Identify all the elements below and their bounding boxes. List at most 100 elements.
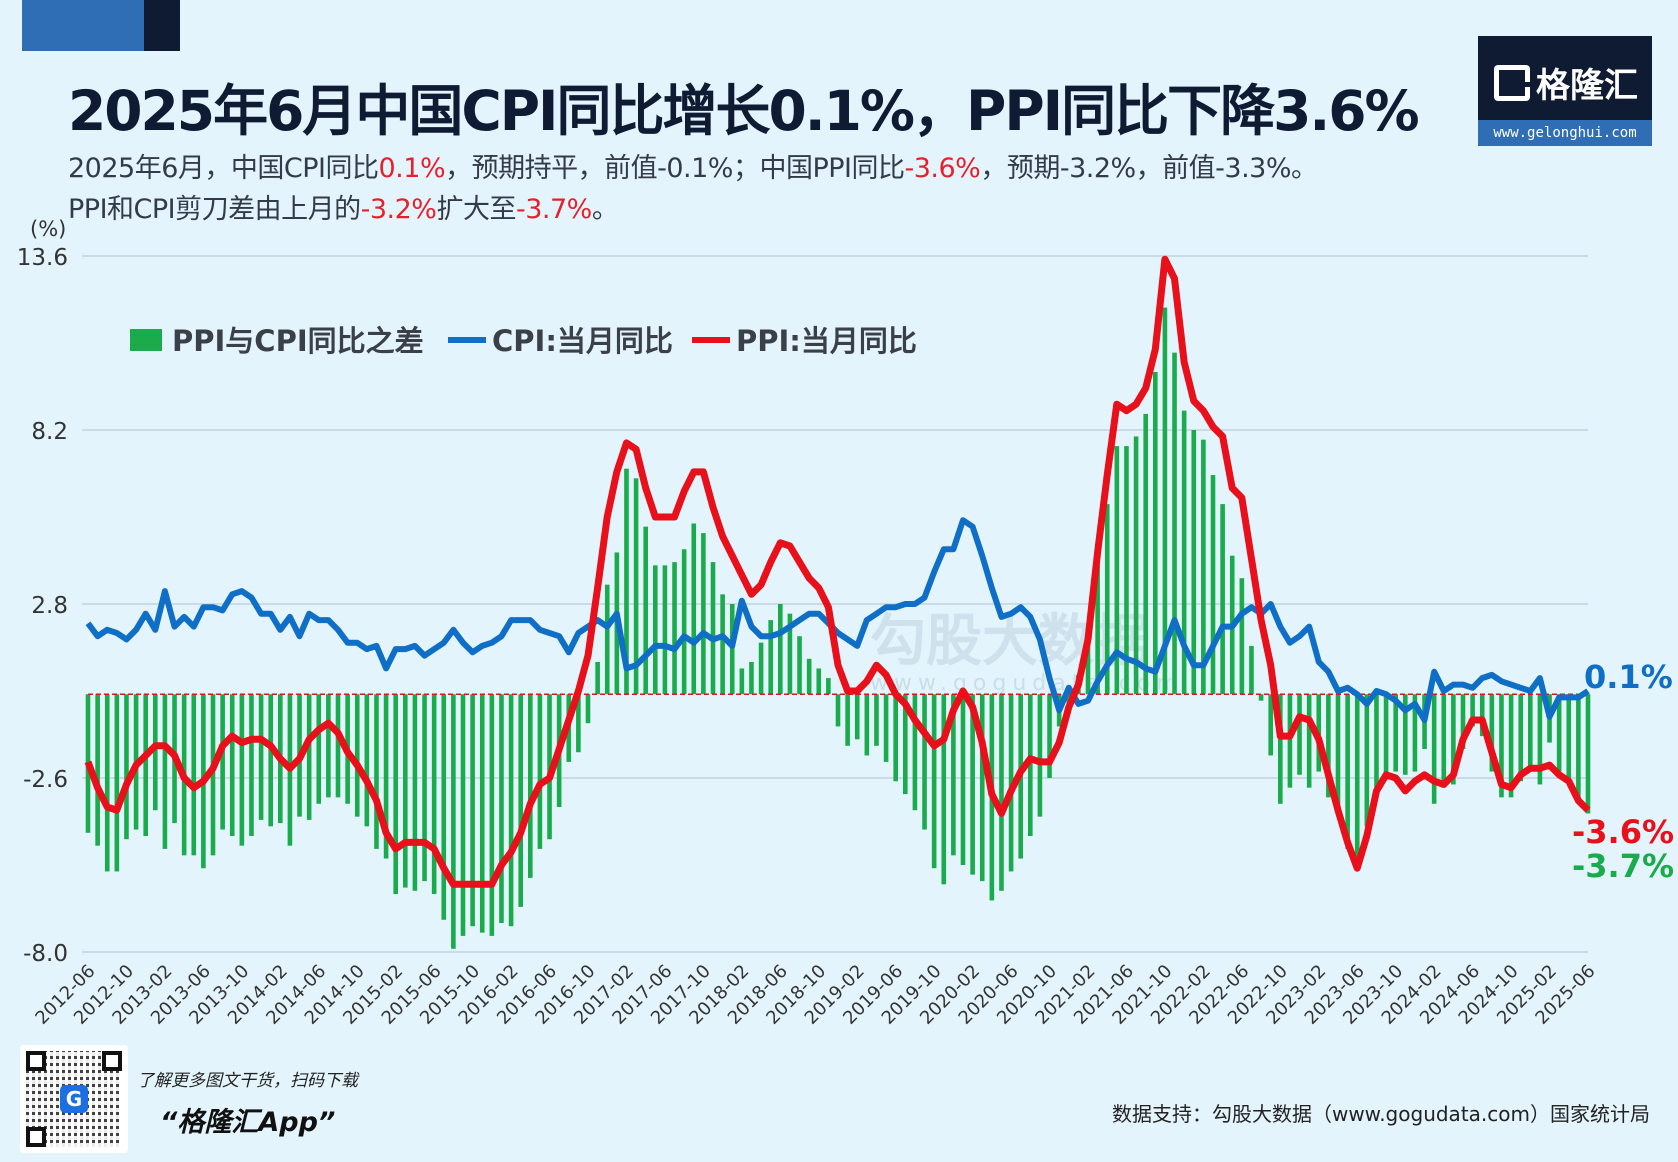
diff-bar: [893, 694, 898, 782]
diff-bar: [1499, 694, 1504, 798]
diff-bar: [643, 526, 648, 695]
diff-bar: [104, 694, 110, 872]
diff-bar: [162, 694, 168, 849]
diff-bar: [258, 694, 264, 820]
diff-bar: [1479, 694, 1485, 737]
diff-bar: [1566, 694, 1572, 778]
diff-bar: [1335, 694, 1341, 814]
diff-bar: [864, 694, 870, 756]
diff-bar: [874, 694, 879, 746]
y-tick-label: 2.8: [31, 593, 68, 619]
qr-code: G: [20, 1045, 128, 1153]
diff-bar: [749, 662, 754, 695]
highlight-value: -3.7%: [515, 194, 592, 225]
diff-bar: [537, 694, 543, 849]
diff-bar: [1528, 694, 1533, 772]
diff-bar: [1268, 694, 1273, 756]
diff-bar: [268, 694, 273, 827]
diff-bar: [826, 678, 831, 695]
data-source: 数据支持：勾股大数据（www.gogudata.com）国家统计局: [1111, 1102, 1650, 1126]
diff-bar: [441, 694, 447, 920]
diff-bar: [547, 694, 552, 840]
diff-bar: [499, 694, 504, 923]
diff-bar: [787, 613, 793, 695]
diff-end-label: -3.7%: [1572, 847, 1674, 885]
diff-bar: [1576, 694, 1581, 798]
diff-bar: [922, 694, 927, 830]
diff-bar: [326, 694, 331, 798]
diff-bar: [1114, 446, 1120, 695]
diff-bar: [1162, 307, 1168, 695]
diff-bar: [883, 694, 889, 762]
diff-bar: [816, 668, 822, 695]
diff-bar: [1306, 694, 1312, 788]
diff-bar: [720, 594, 725, 695]
diff-bar: [1585, 694, 1591, 814]
diff-bar: [1354, 694, 1360, 869]
diff-bar: [1518, 694, 1523, 782]
diff-bar: [1451, 694, 1456, 785]
diff-bar: [422, 694, 427, 882]
g-app-icon: G: [60, 1085, 88, 1113]
diff-bar: [797, 636, 802, 695]
diff-bar: [249, 694, 254, 836]
diff-bar: [403, 694, 408, 888]
diff-bar: [1441, 694, 1447, 788]
diff-bar: [95, 694, 100, 846]
page-title: 2025年6月中国CPI同比增长0.1%，PPI同比下降3.6%: [68, 79, 1420, 143]
diff-bar: [1431, 694, 1437, 804]
diff-bar: [306, 694, 312, 820]
diff-bar: [739, 668, 745, 695]
diff-bar: [1489, 694, 1495, 772]
header-accent-dark: [144, 0, 180, 51]
diff-bar: [354, 694, 360, 817]
diff-bar: [1085, 633, 1091, 695]
subtitle-line-2: PPI和CPI剪刀差由上月的-3.2%扩大至-3.7%。: [68, 187, 619, 226]
diff-bar: [941, 694, 947, 885]
diff-bar: [854, 694, 860, 740]
legend-label: PPI:当月同比: [736, 324, 917, 358]
diff-bar: [951, 694, 956, 856]
diff-bar: [335, 694, 341, 798]
diff-bar: [460, 694, 466, 936]
diff-bar: [778, 604, 783, 695]
g-logo-icon: [1494, 64, 1530, 101]
watermark-text: 勾股大数据: [870, 609, 1150, 674]
diff-bar: [1393, 694, 1398, 772]
diff-bar: [451, 694, 456, 949]
diff-bar: [604, 584, 610, 695]
diff-bar: [1008, 694, 1014, 872]
diff-bar: [1326, 694, 1331, 798]
diff-bar: [239, 694, 245, 846]
diff-bar: [845, 694, 850, 746]
diff-bar: [701, 533, 706, 695]
diff-bar: [383, 694, 389, 859]
diff-bar: [1258, 694, 1264, 701]
diff-bar: [1143, 413, 1148, 695]
logo-brand: 格隆汇: [1536, 66, 1638, 106]
diff-bar: [489, 694, 495, 936]
diff-bar: [528, 694, 533, 878]
diff-bar: [364, 694, 370, 827]
subtitle-text: ，预期持平，前值-0.1%；中国PPI同比: [445, 153, 905, 184]
diff-bar: [1460, 694, 1466, 749]
diff-bar: [1297, 694, 1302, 775]
diff-bar: [1470, 694, 1475, 727]
highlight-value: -3.2%: [360, 194, 437, 225]
diff-bar: [1047, 694, 1052, 778]
diff-bar: [624, 468, 629, 695]
diff-bar: [1249, 645, 1254, 695]
diff-bar: [912, 694, 918, 811]
diff-bar: [1172, 352, 1177, 695]
diff-bar: [672, 562, 677, 695]
diff-bar: [431, 694, 437, 894]
diff-bar: [1403, 694, 1408, 775]
ppi-line: [84, 255, 1591, 888]
diff-bar: [470, 694, 475, 927]
diff-bar: [124, 694, 129, 840]
diff-bar: [1364, 694, 1370, 827]
diff-bar: [1278, 694, 1283, 804]
diff-bar: [374, 694, 379, 849]
diff-bar: [210, 694, 216, 856]
